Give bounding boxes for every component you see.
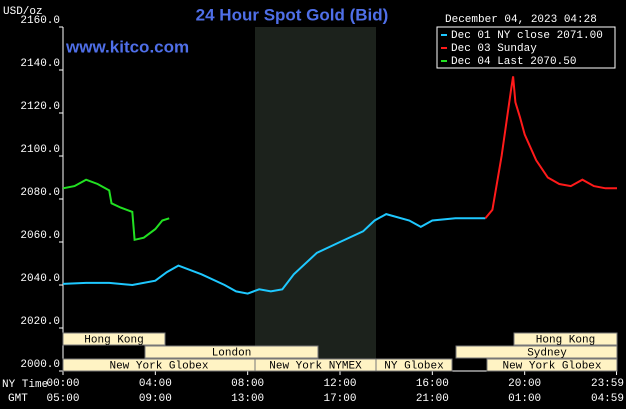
x-tick-label-gmt: 04:59 xyxy=(591,393,624,405)
session-label: Sydney xyxy=(527,347,567,359)
session-box xyxy=(513,332,618,346)
ny-session-shade xyxy=(255,27,376,371)
session-label: London xyxy=(212,347,252,359)
gmt-label: GMT xyxy=(8,393,28,405)
session-label: New York NYMEX xyxy=(269,360,362,372)
x-tick-label: 00:00 xyxy=(46,378,79,390)
session-label: New York Globex xyxy=(502,360,601,372)
x-tick-label-gmt: 09:00 xyxy=(139,393,172,405)
legend-box xyxy=(436,26,616,69)
chart-title: 24 Hour Spot Gold (Bid) xyxy=(196,5,389,24)
session-box xyxy=(62,332,166,346)
session-label: NY Globex xyxy=(384,360,444,372)
x-tick-label: 08:00 xyxy=(231,378,264,390)
x-tick-label-gmt: 01:00 xyxy=(508,393,541,405)
y-tick-label: 2120.0 xyxy=(20,101,60,113)
website: www.kitco.com xyxy=(65,37,189,56)
series-line xyxy=(62,178,170,242)
y-tick-label: 2020.0 xyxy=(20,316,60,328)
legend-label: Dec 01 NY close 2071.00 xyxy=(451,30,603,42)
series-line xyxy=(484,76,617,219)
x-tick-label: 20:00 xyxy=(508,378,541,390)
y-tick-label: 2000.0 xyxy=(20,359,60,371)
legend-label: Dec 03 Sunday xyxy=(451,43,537,55)
timestamp: December 04, 2023 04:28 xyxy=(445,14,597,26)
session-label: Hong Kong xyxy=(84,334,143,346)
session-box xyxy=(486,358,618,372)
unit-label: USD/oz xyxy=(3,6,43,18)
x-tick-label: 16:00 xyxy=(416,378,449,390)
legend-label: Dec 04 Last 2070.50 xyxy=(451,56,576,68)
x-tick-label: 04:00 xyxy=(139,378,172,390)
y-tick-label: 2140.0 xyxy=(20,58,60,70)
y-tick-label: 2040.0 xyxy=(20,273,60,285)
session-box xyxy=(144,345,319,359)
x-tick-label: 23:59 xyxy=(591,378,624,390)
x-tick-label-gmt: 05:00 xyxy=(46,393,79,405)
x-tick-label-gmt: 13:00 xyxy=(231,393,264,405)
y-tick-label: 2080.0 xyxy=(20,187,60,199)
y-tick-label: 2160.0 xyxy=(20,15,60,27)
session-box xyxy=(455,345,618,359)
ny-time-label: NY Time xyxy=(2,379,48,391)
x-tick-label-gmt: 21:00 xyxy=(416,393,449,405)
y-tick-label: 2060.0 xyxy=(20,230,60,242)
x-tick-label: 12:00 xyxy=(323,378,356,390)
session-label: Hong Kong xyxy=(536,334,595,346)
y-tick-label: 2100.0 xyxy=(20,144,60,156)
x-tick-label-gmt: 17:00 xyxy=(323,393,356,405)
session-label: New York Globex xyxy=(109,360,208,372)
session-box xyxy=(375,358,453,372)
series-line xyxy=(62,213,486,295)
